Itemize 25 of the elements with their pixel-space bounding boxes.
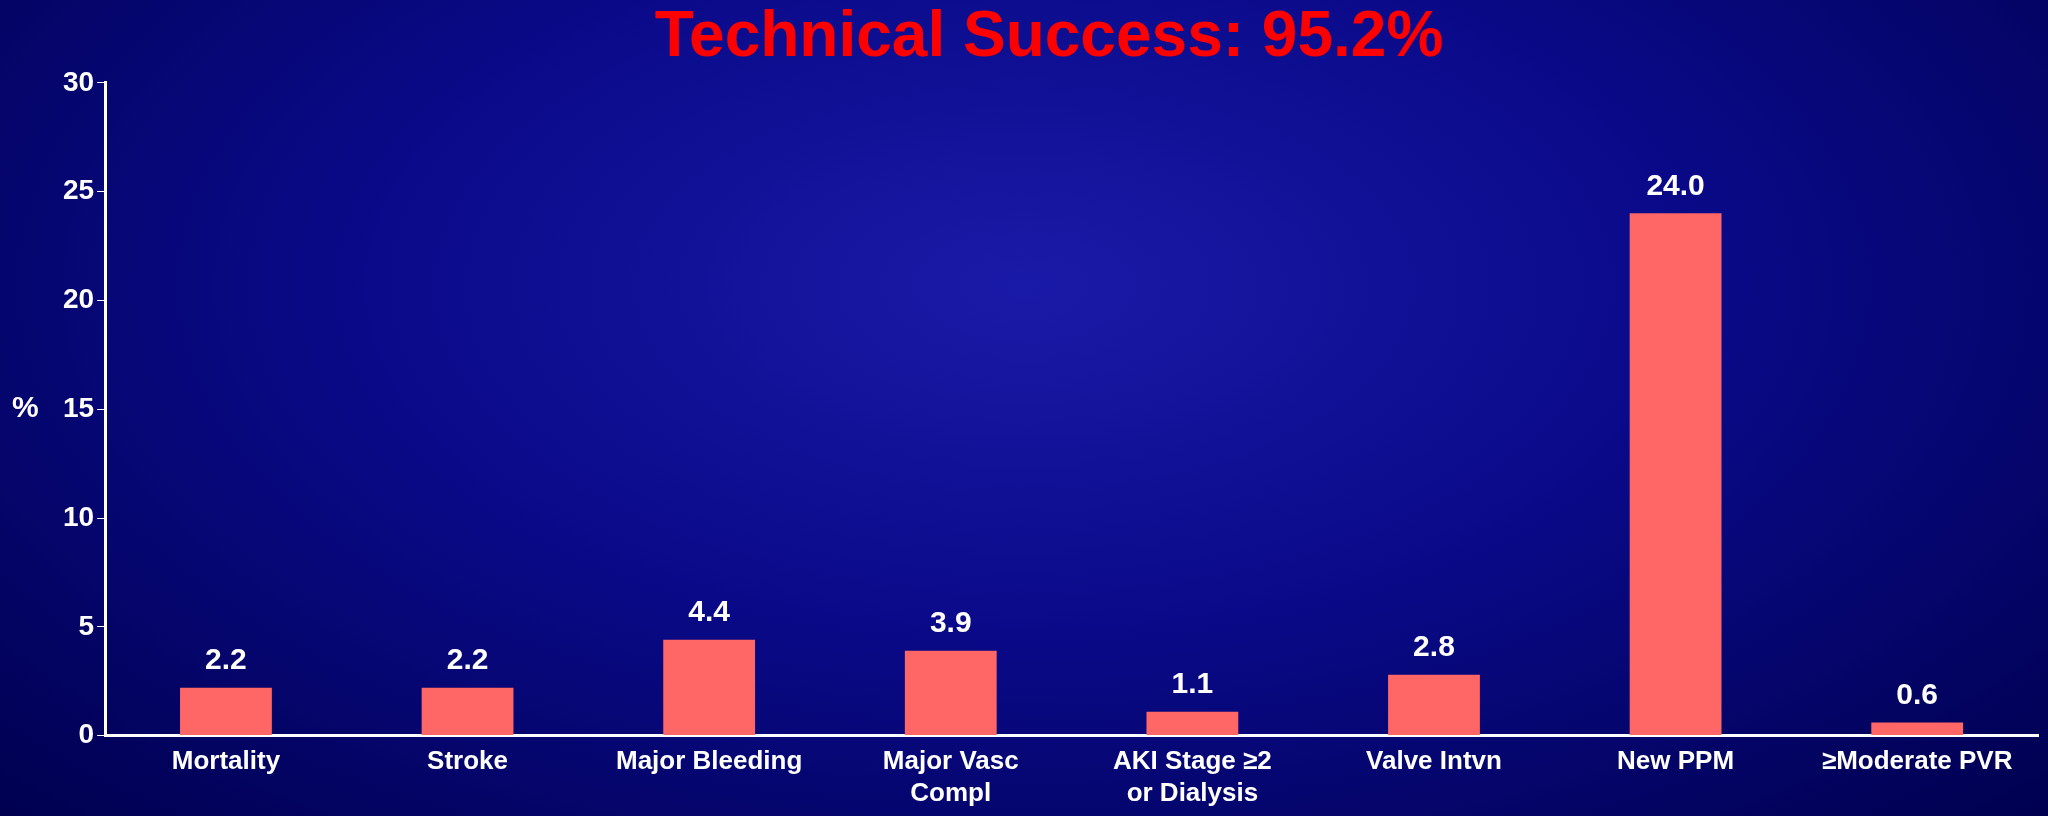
x-tick-label: New PPM (1617, 745, 1735, 776)
x-tick-label: Mortality (171, 745, 281, 776)
x-tick-label: Major Vasc Compl (882, 745, 1019, 807)
x-tick-label: Stroke (427, 745, 509, 776)
x-tick-label: ≥Moderate PVR (1821, 745, 2013, 776)
y-tick-label: 15 (62, 391, 95, 423)
y-tick-label: 25 (62, 174, 95, 206)
chart-title: Technical Success: 95.2% (654, 0, 1444, 71)
y-tick-label: 20 (62, 283, 95, 315)
x-tick-label: AKI Stage ≥2 or Dialysis (1112, 745, 1272, 807)
y-tick-label: 5 (78, 609, 95, 641)
y-axis-title: % (12, 390, 39, 424)
data-label: 2.8 (1413, 628, 1455, 662)
x-tick-label: Major Bleeding (615, 745, 803, 776)
y-tick-label: 0 (78, 718, 95, 750)
y-tick-label: 10 (62, 500, 95, 532)
data-label: 4.4 (688, 594, 731, 628)
data-label: 1.1 (1171, 665, 1214, 699)
data-label: 24.0 (1646, 167, 1705, 201)
data-label: 2.2 (205, 641, 247, 675)
data-label: 3.9 (929, 605, 972, 638)
data-label: 2.2 (446, 641, 489, 675)
data-label: 0.6 (1896, 676, 1939, 710)
x-tick-label: Valve Intvn (1366, 745, 1502, 776)
y-tick-label: 30 (62, 65, 95, 97)
